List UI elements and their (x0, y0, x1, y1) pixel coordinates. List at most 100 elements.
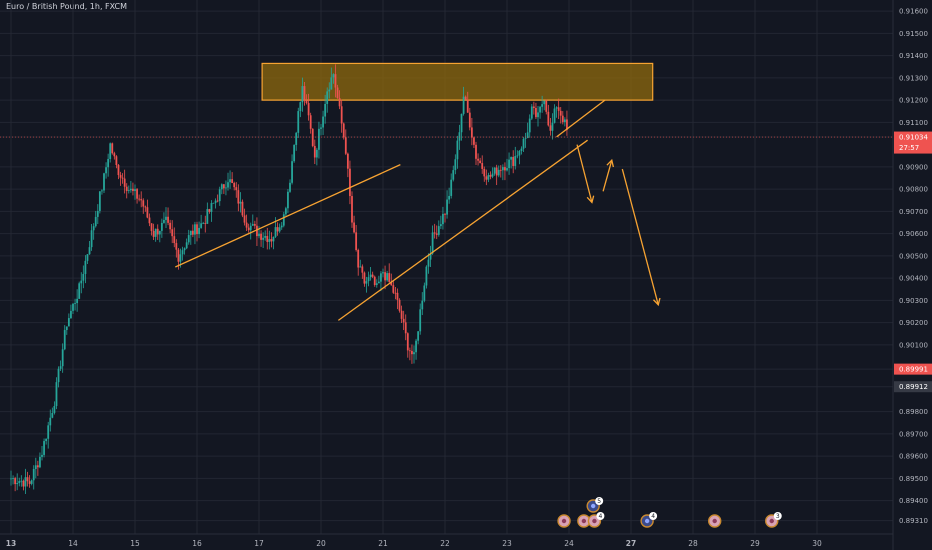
candle-body (530, 106, 533, 119)
candle-body (429, 253, 432, 260)
candle-body (198, 227, 200, 235)
candle-body (518, 150, 521, 156)
y-tick-label: 0.91100 (899, 119, 928, 127)
candle-body (119, 175, 122, 178)
candle-body (136, 189, 138, 199)
candle-body (485, 176, 488, 180)
candle-body (30, 480, 33, 484)
symbol-legend: Euro / British Pound, 1h, FXCM (6, 2, 128, 11)
candle-body (24, 477, 27, 487)
candle-body (330, 77, 333, 90)
candles (10, 64, 568, 494)
arrow-down-2-head (652, 297, 661, 307)
candle-body (553, 108, 556, 123)
arrow-down-2[interactable] (621, 168, 659, 305)
candle-body (305, 100, 308, 104)
candle-body (499, 169, 502, 171)
candle-body (245, 222, 248, 228)
candle-body (402, 318, 405, 323)
candle-body (473, 137, 475, 145)
candle-body (551, 122, 554, 131)
event-markers[interactable]: 5 4 4 3 (557, 497, 782, 528)
candle-body (324, 103, 327, 117)
candle-body (349, 168, 351, 197)
candle-body (70, 310, 72, 319)
candle-body (528, 118, 531, 133)
candle-body (61, 349, 64, 367)
price-tag[interactable] (894, 381, 932, 393)
event-icon-dot (769, 518, 774, 524)
candle-body (218, 189, 221, 202)
candle-body (150, 223, 153, 231)
event-count-label: 3 (776, 513, 780, 520)
rising-support[interactable] (556, 99, 606, 138)
candle-body (427, 259, 430, 267)
candle-body (439, 224, 442, 227)
resistance-zone-layer (261, 62, 654, 101)
candle-body (96, 210, 99, 217)
neckline-left[interactable] (175, 164, 401, 268)
candle-body (138, 198, 141, 200)
candle-body (20, 480, 23, 482)
neckline-right[interactable] (337, 139, 588, 321)
candle-body (404, 322, 407, 334)
event-icon-dot (561, 518, 567, 524)
price-tag-label: 0.89991 (899, 366, 928, 374)
candle-body (260, 233, 262, 240)
candle-body (156, 228, 159, 235)
candle-body (86, 254, 89, 261)
price-axis[interactable]: 0.91600 0.91500 0.91400 0.91300 0.91200 0.911… (892, 0, 932, 550)
candle-body (501, 167, 504, 171)
price-tag[interactable] (894, 363, 932, 375)
price-tag-label: 0.91034 (899, 134, 928, 142)
candle-body (229, 179, 231, 183)
candle-body (313, 145, 316, 158)
candle-body (375, 283, 378, 285)
candle-body (253, 224, 256, 226)
candle-body (344, 137, 347, 154)
candle-body (458, 132, 461, 141)
arrow-up[interactable] (602, 160, 613, 192)
candle-body (206, 209, 209, 224)
candle-body (204, 223, 207, 225)
candle-body (539, 106, 541, 113)
event-count-label: 4 (651, 513, 655, 520)
candle-body (266, 235, 269, 242)
candle-body (185, 242, 188, 249)
arrow-down-1[interactable] (576, 144, 593, 203)
candle-body (43, 441, 45, 455)
candle-body (189, 230, 192, 236)
candle-body (380, 273, 382, 282)
candle-body (479, 160, 482, 164)
candle-body (318, 128, 320, 150)
candle-body (32, 468, 35, 481)
candle-body (475, 144, 477, 159)
x-tick-label: 15 (130, 539, 140, 548)
candle-body (125, 186, 128, 191)
candle-body (423, 285, 426, 301)
candle-body (413, 352, 415, 355)
candle-body (14, 478, 17, 485)
candle-body (76, 298, 79, 304)
candle-body (51, 412, 54, 418)
candle-body (115, 156, 118, 166)
candle-body (464, 96, 467, 100)
candle-body (111, 143, 114, 154)
candle-body (377, 281, 380, 284)
candle-body (299, 102, 302, 112)
candle-body (287, 191, 289, 209)
candle-body (437, 226, 440, 235)
candle-body (82, 273, 85, 281)
candle-body (522, 138, 525, 149)
candle-body (390, 281, 393, 286)
candle-body (181, 250, 184, 255)
time-axis[interactable]: 13 14 15 16 17 20 21 22 23 24 27 28 29 30 (0, 533, 893, 548)
candle-body (227, 182, 229, 188)
resistance-zone[interactable] (261, 62, 654, 101)
candle-body (448, 195, 451, 200)
candle-body (355, 232, 358, 250)
price-tag[interactable] (894, 131, 932, 154)
candle-body (216, 200, 219, 202)
candle-body (386, 273, 389, 281)
